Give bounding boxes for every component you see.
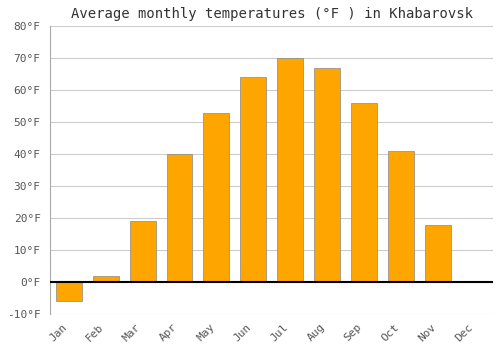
Bar (166, 154, 192, 282)
Bar (425, 224, 450, 282)
Bar (204, 113, 230, 282)
Bar (278, 58, 303, 282)
Bar (314, 68, 340, 282)
Bar (56, 282, 82, 301)
Title: Average monthly temperatures (°F ) in Khabarovsk: Average monthly temperatures (°F ) in Kh… (70, 7, 472, 21)
Bar (130, 221, 156, 282)
Bar (240, 77, 266, 282)
Bar (351, 103, 377, 282)
Bar (93, 276, 118, 282)
Bar (388, 151, 413, 282)
